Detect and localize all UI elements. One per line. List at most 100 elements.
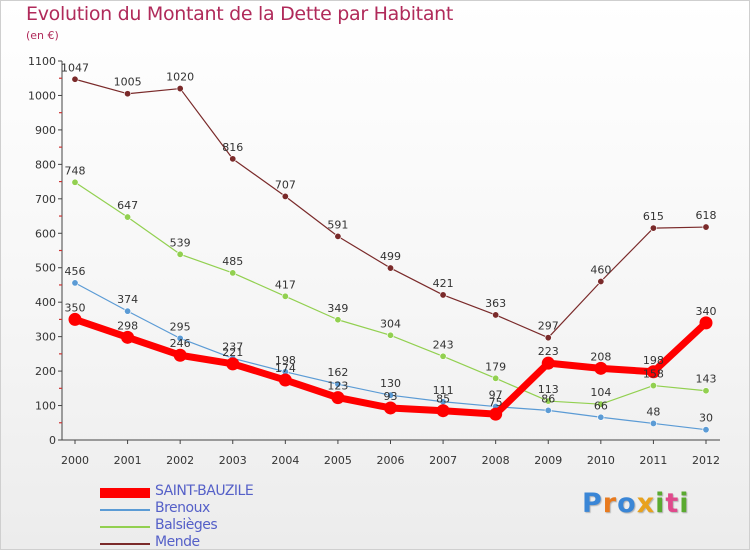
data-point bbox=[334, 232, 342, 240]
data-point bbox=[176, 334, 184, 342]
data-point bbox=[124, 213, 132, 221]
data-point bbox=[492, 311, 500, 319]
data-label: 460 bbox=[590, 264, 611, 277]
data-point bbox=[124, 90, 132, 98]
data-label: 363 bbox=[485, 297, 506, 310]
y-tick-label: 900 bbox=[35, 124, 56, 137]
data-label: 350 bbox=[65, 301, 86, 314]
logo-letter: i bbox=[655, 488, 666, 519]
data-point bbox=[124, 307, 132, 315]
data-point bbox=[176, 85, 184, 93]
data-label: 66 bbox=[594, 399, 608, 412]
data-label: 223 bbox=[538, 345, 559, 358]
data-point bbox=[597, 413, 605, 421]
data-point bbox=[176, 250, 184, 258]
data-label: 198 bbox=[643, 354, 664, 367]
data-point bbox=[597, 278, 605, 286]
legend-item: SAINT-BAUZILE bbox=[100, 483, 360, 501]
y-tick-label: 300 bbox=[35, 331, 56, 344]
logo-letter: r bbox=[602, 488, 618, 519]
data-point bbox=[281, 192, 289, 200]
legend-label: Balsièges bbox=[155, 517, 218, 533]
data-label: 499 bbox=[380, 250, 401, 263]
data-label: 30 bbox=[699, 412, 713, 425]
data-point bbox=[226, 357, 240, 371]
data-label: 198 bbox=[275, 354, 296, 367]
data-label: 615 bbox=[643, 210, 664, 223]
data-label: 123 bbox=[327, 380, 348, 393]
logo-letter: o bbox=[617, 488, 637, 519]
data-point bbox=[229, 269, 237, 277]
data-point bbox=[492, 374, 500, 382]
data-label: 221 bbox=[222, 346, 243, 359]
y-tick-label: 500 bbox=[35, 262, 56, 275]
data-label: 174 bbox=[275, 362, 296, 375]
data-label: 179 bbox=[485, 360, 506, 373]
legend-swatch-mende bbox=[100, 542, 150, 545]
data-label: 340 bbox=[696, 305, 717, 318]
data-point bbox=[331, 391, 345, 405]
data-label: 93 bbox=[384, 390, 398, 403]
x-tick-label: 2004 bbox=[271, 454, 299, 467]
legend-item: Mende bbox=[100, 534, 360, 552]
y-tick-label: 700 bbox=[35, 193, 56, 206]
y-tick-label: 200 bbox=[35, 365, 56, 378]
data-label: 85 bbox=[436, 393, 450, 406]
data-point bbox=[439, 291, 447, 299]
legend: SAINT-BAUZILE Brenoux Balsièges Mende bbox=[100, 483, 360, 552]
data-label: 162 bbox=[327, 366, 348, 379]
data-point bbox=[702, 223, 710, 231]
data-point bbox=[489, 407, 503, 421]
x-tick-label: 2000 bbox=[61, 454, 89, 467]
data-point bbox=[281, 292, 289, 300]
y-tick-label: 100 bbox=[35, 400, 56, 413]
data-label: 417 bbox=[275, 278, 296, 291]
y-tick-label: 800 bbox=[35, 158, 56, 171]
data-label: 246 bbox=[170, 337, 191, 350]
data-point bbox=[649, 382, 657, 390]
legend-item: Brenoux bbox=[100, 500, 360, 518]
y-tick-label: 400 bbox=[35, 296, 56, 309]
data-label: 816 bbox=[222, 141, 243, 154]
data-point bbox=[699, 316, 713, 330]
data-label: 618 bbox=[696, 209, 717, 222]
data-label: 75 bbox=[489, 396, 503, 409]
x-tick-label: 2005 bbox=[324, 454, 352, 467]
data-label: 295 bbox=[170, 320, 191, 333]
data-point bbox=[334, 316, 342, 324]
x-tick-label: 2009 bbox=[534, 454, 562, 467]
data-label: 243 bbox=[433, 338, 454, 351]
legend-swatch-brenoux bbox=[100, 508, 150, 511]
x-tick-label: 2011 bbox=[639, 454, 667, 467]
data-point bbox=[649, 224, 657, 232]
data-point bbox=[384, 401, 397, 415]
data-label: 104 bbox=[590, 386, 611, 399]
data-point bbox=[71, 75, 79, 83]
data-point bbox=[173, 348, 187, 362]
chart-title: Evolution du Montant de la Dette par Hab… bbox=[26, 3, 454, 25]
data-point bbox=[594, 361, 608, 375]
data-point bbox=[334, 380, 342, 388]
legend-label: Mende bbox=[155, 534, 200, 550]
y-tick-label: 600 bbox=[35, 227, 56, 240]
data-label: 591 bbox=[327, 218, 348, 231]
data-point bbox=[597, 400, 605, 408]
data-point bbox=[386, 391, 394, 399]
data-label: 143 bbox=[696, 373, 717, 386]
data-point bbox=[649, 419, 657, 427]
x-tick-label: 2002 bbox=[166, 454, 194, 467]
legend-label: Brenoux bbox=[155, 500, 210, 516]
data-point bbox=[278, 373, 292, 387]
data-label: 298 bbox=[117, 319, 138, 332]
data-label: 113 bbox=[538, 383, 559, 396]
data-point bbox=[646, 365, 660, 379]
x-tick-label: 2010 bbox=[587, 454, 615, 467]
data-label: 748 bbox=[65, 164, 86, 177]
data-label: 421 bbox=[433, 277, 454, 290]
data-point bbox=[702, 387, 710, 395]
y-tick-label: 1000 bbox=[28, 89, 56, 102]
logo-letter: i bbox=[679, 488, 690, 519]
data-label: 48 bbox=[646, 405, 660, 418]
data-label: 208 bbox=[590, 350, 611, 363]
data-point bbox=[229, 155, 237, 163]
